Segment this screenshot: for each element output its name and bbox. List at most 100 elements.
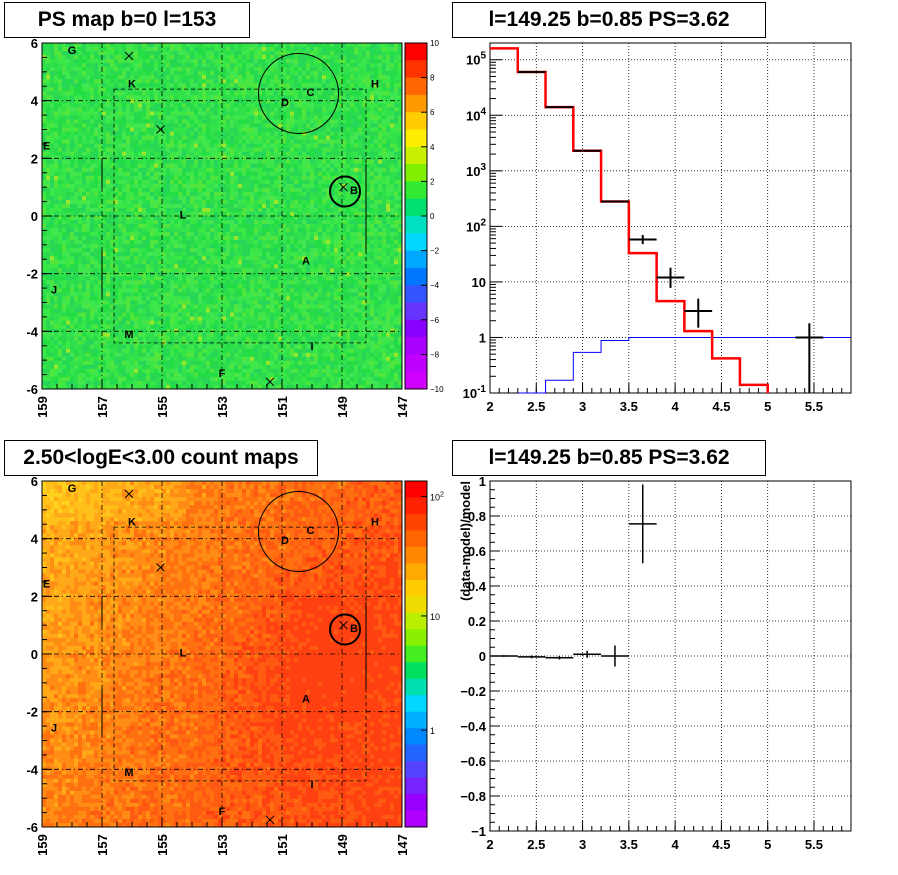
y-tick-label: 102 <box>466 217 486 234</box>
heatmap-cells <box>42 481 403 828</box>
source-label: H <box>371 78 379 90</box>
source-cross <box>124 51 134 61</box>
y-tick-label: −0.6 <box>460 754 486 769</box>
large-circle <box>258 52 339 134</box>
count-map-title: 2.50<logE<3.00 count maps <box>4 440 318 476</box>
y-tick-label: -2 <box>26 267 38 282</box>
x-tick-label: 159 <box>35 396 50 418</box>
y-tick-label: 10-1 <box>463 384 487 401</box>
x-tick-label: 2 <box>486 837 493 852</box>
y-tick-label: 0.2 <box>468 614 486 629</box>
colorbar-tick-label: 4 <box>430 143 435 152</box>
source-label: G <box>68 483 77 495</box>
source-label: J <box>51 723 57 735</box>
y-tick-label: -2 <box>26 705 38 720</box>
y-tick-label: 105 <box>466 51 486 68</box>
x-tick-label: 2.5 <box>527 837 545 852</box>
colorbar-tick-label: −2 <box>430 247 440 256</box>
y-tick-label: −0.8 <box>460 789 486 804</box>
colorbar: 10 8 6 4 2 0 −2 −4 −6 −8 −10 <box>404 39 444 394</box>
source-label: I <box>310 341 313 353</box>
x-tick-label: 4 <box>672 399 680 414</box>
y-tick-label: 1 <box>479 330 486 345</box>
x-tick-label: 2 <box>486 399 493 414</box>
model-total-line <box>490 47 769 393</box>
y-tick-label: 0.4 <box>468 579 487 594</box>
y-tick-label: 6 <box>31 474 38 489</box>
target-circle <box>329 175 361 208</box>
y-tick-label: 2 <box>31 151 38 166</box>
x-tick-label: 5 <box>764 399 771 414</box>
source-label: K <box>128 78 136 90</box>
source-cross <box>265 815 275 825</box>
y-tick-label: 1 <box>479 474 486 489</box>
source-label: J <box>51 285 57 297</box>
y-tick-label: 104 <box>466 106 486 123</box>
x-tick-label: 2.5 <box>527 399 545 414</box>
x-tick-label: 4 <box>672 837 680 852</box>
x-tick-label: 155 <box>155 834 170 856</box>
y-tick-label: 2 <box>31 589 38 604</box>
x-tick-label: 4.5 <box>712 837 730 852</box>
x-tick-label: 153 <box>215 834 230 856</box>
residual-title: l=149.25 b=0.85 PS=3.62 <box>452 440 766 476</box>
source-label: M <box>124 329 133 341</box>
source-cross <box>265 377 275 387</box>
x-tick-label: 147 <box>395 396 410 418</box>
source-label: B <box>350 623 358 635</box>
colorbar-tick-label: −6 <box>430 316 440 325</box>
source-label: K <box>128 516 136 528</box>
source-label: C <box>307 87 315 99</box>
x-tick-label: 149 <box>335 834 350 856</box>
source-label: D <box>281 535 289 547</box>
y-tick-label: -4 <box>26 762 38 777</box>
source-label: E <box>43 140 50 152</box>
colorbar: 102 10 1 <box>404 480 444 828</box>
y-tick-label: -4 <box>26 324 38 339</box>
source-label: G <box>68 45 77 57</box>
colorbar-tick-label: −8 <box>430 350 440 359</box>
colorbar-tick-label: −10 <box>430 385 444 394</box>
x-tick-label: 151 <box>275 834 290 856</box>
y-tick-label: −0.2 <box>460 684 486 699</box>
x-tick-label: 151 <box>275 396 290 418</box>
x-tick-label: 3 <box>579 399 586 414</box>
source-cross <box>339 182 348 192</box>
plot-frame <box>489 42 852 394</box>
x-tick-label: 147 <box>395 834 410 856</box>
x-tick-label: 157 <box>95 834 110 856</box>
source-cross <box>156 125 165 134</box>
y-tick-label: 4 <box>31 94 39 109</box>
source-label: H <box>371 516 379 528</box>
ps-map-title: PS map b=0 l=153 <box>4 2 250 38</box>
y-tick-label: 6 <box>31 36 38 51</box>
x-tick-label: 155 <box>155 396 170 418</box>
source-label: L <box>180 210 187 222</box>
x-tick-label: 149 <box>335 396 350 418</box>
residual-panel: 2 2.5 3 3.5 4 4.5 5 5.5 1 0.8 0.6 0.4 0.2 0 −0.2 −0.4 −0… <box>458 474 852 852</box>
colorbar-tick-label: 8 <box>430 74 435 83</box>
source-label: A <box>302 694 310 706</box>
x-tick-label: 3.5 <box>620 399 638 414</box>
colorbar-tick-label: 102 <box>430 492 444 503</box>
x-tick-label: 5.5 <box>805 837 823 852</box>
x-tick-label: 3 <box>579 837 586 852</box>
colorbar-tick-label: 2 <box>430 177 435 186</box>
large-circle <box>258 490 339 572</box>
y-tick-label: -6 <box>26 382 38 397</box>
y-tick-label: -6 <box>26 820 38 835</box>
source-label: M <box>124 767 133 779</box>
source-label: C <box>307 525 315 537</box>
source-cross <box>156 563 165 572</box>
source-cross <box>124 489 134 499</box>
colorbar-frame <box>404 480 428 828</box>
x-tick-label: 157 <box>95 396 110 418</box>
y-tick-label: 0.6 <box>468 544 486 559</box>
y-tick-label: 0 <box>31 647 38 662</box>
y-tick-label: 0 <box>479 649 486 664</box>
colorbar-tick-label: 10 <box>430 39 439 48</box>
model-background-line <box>517 336 851 394</box>
y-axis-label: (data-model)/model <box>458 481 473 601</box>
